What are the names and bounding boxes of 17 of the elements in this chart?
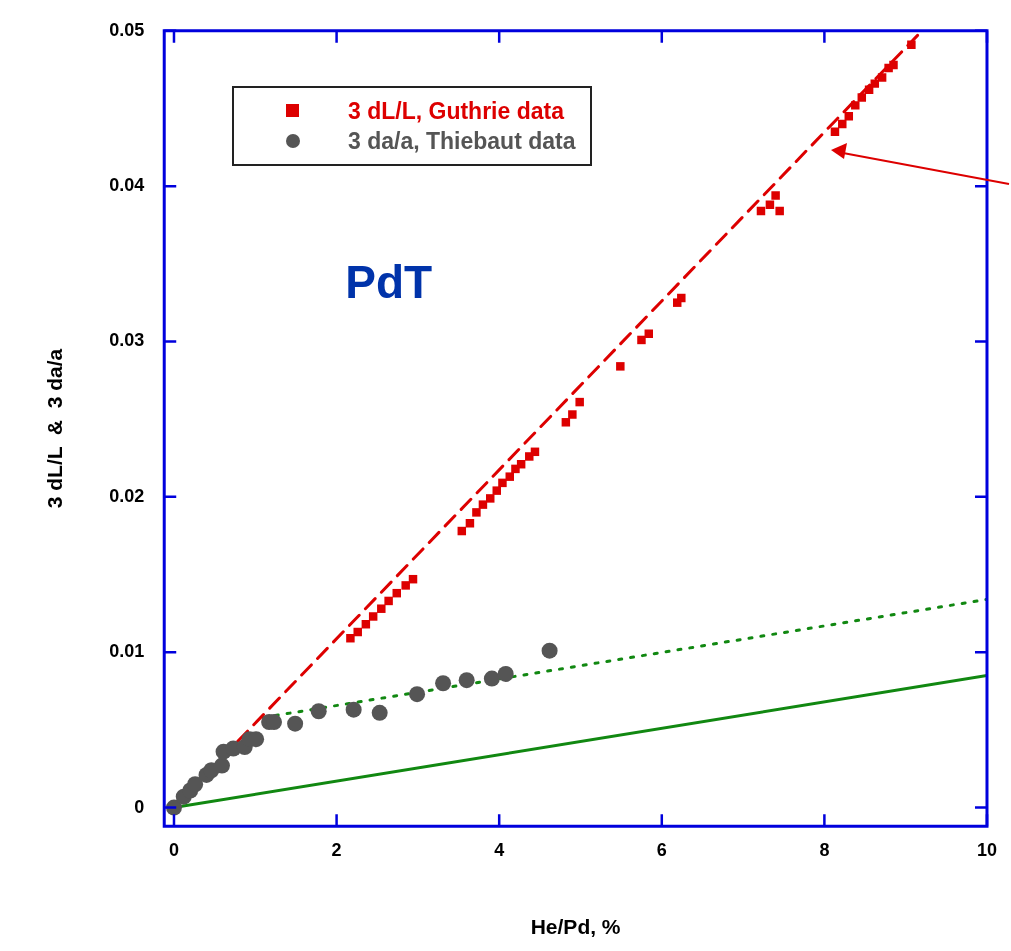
y-tick-label: 0.01 (109, 641, 145, 662)
y-tick-label: 0.04 (109, 175, 145, 196)
x-tick-label: 0 (168, 839, 179, 860)
y-tick-label: 0 (134, 796, 145, 817)
y-axis-title: 3 dL/L & 3 da/a (43, 348, 67, 509)
x-tick-label: 10 (976, 839, 997, 860)
x-tick-label: 6 (656, 839, 667, 860)
x-tick-label: 4 (494, 839, 505, 860)
legend-label: 3 dL/L, Guthrie data (348, 97, 564, 126)
y-tick-label: 0.05 (109, 19, 145, 40)
y-tick-label: 0.02 (109, 485, 145, 506)
x-tick-label: 8 (819, 839, 830, 860)
y-tick-label: 0.03 (109, 330, 145, 351)
annotation: PdT (345, 256, 433, 309)
x-axis-title: He/Pd, % (530, 915, 621, 939)
legend-label: 3 da/a, Thiebaut data (348, 127, 576, 156)
x-tick-label: 2 (331, 839, 342, 860)
